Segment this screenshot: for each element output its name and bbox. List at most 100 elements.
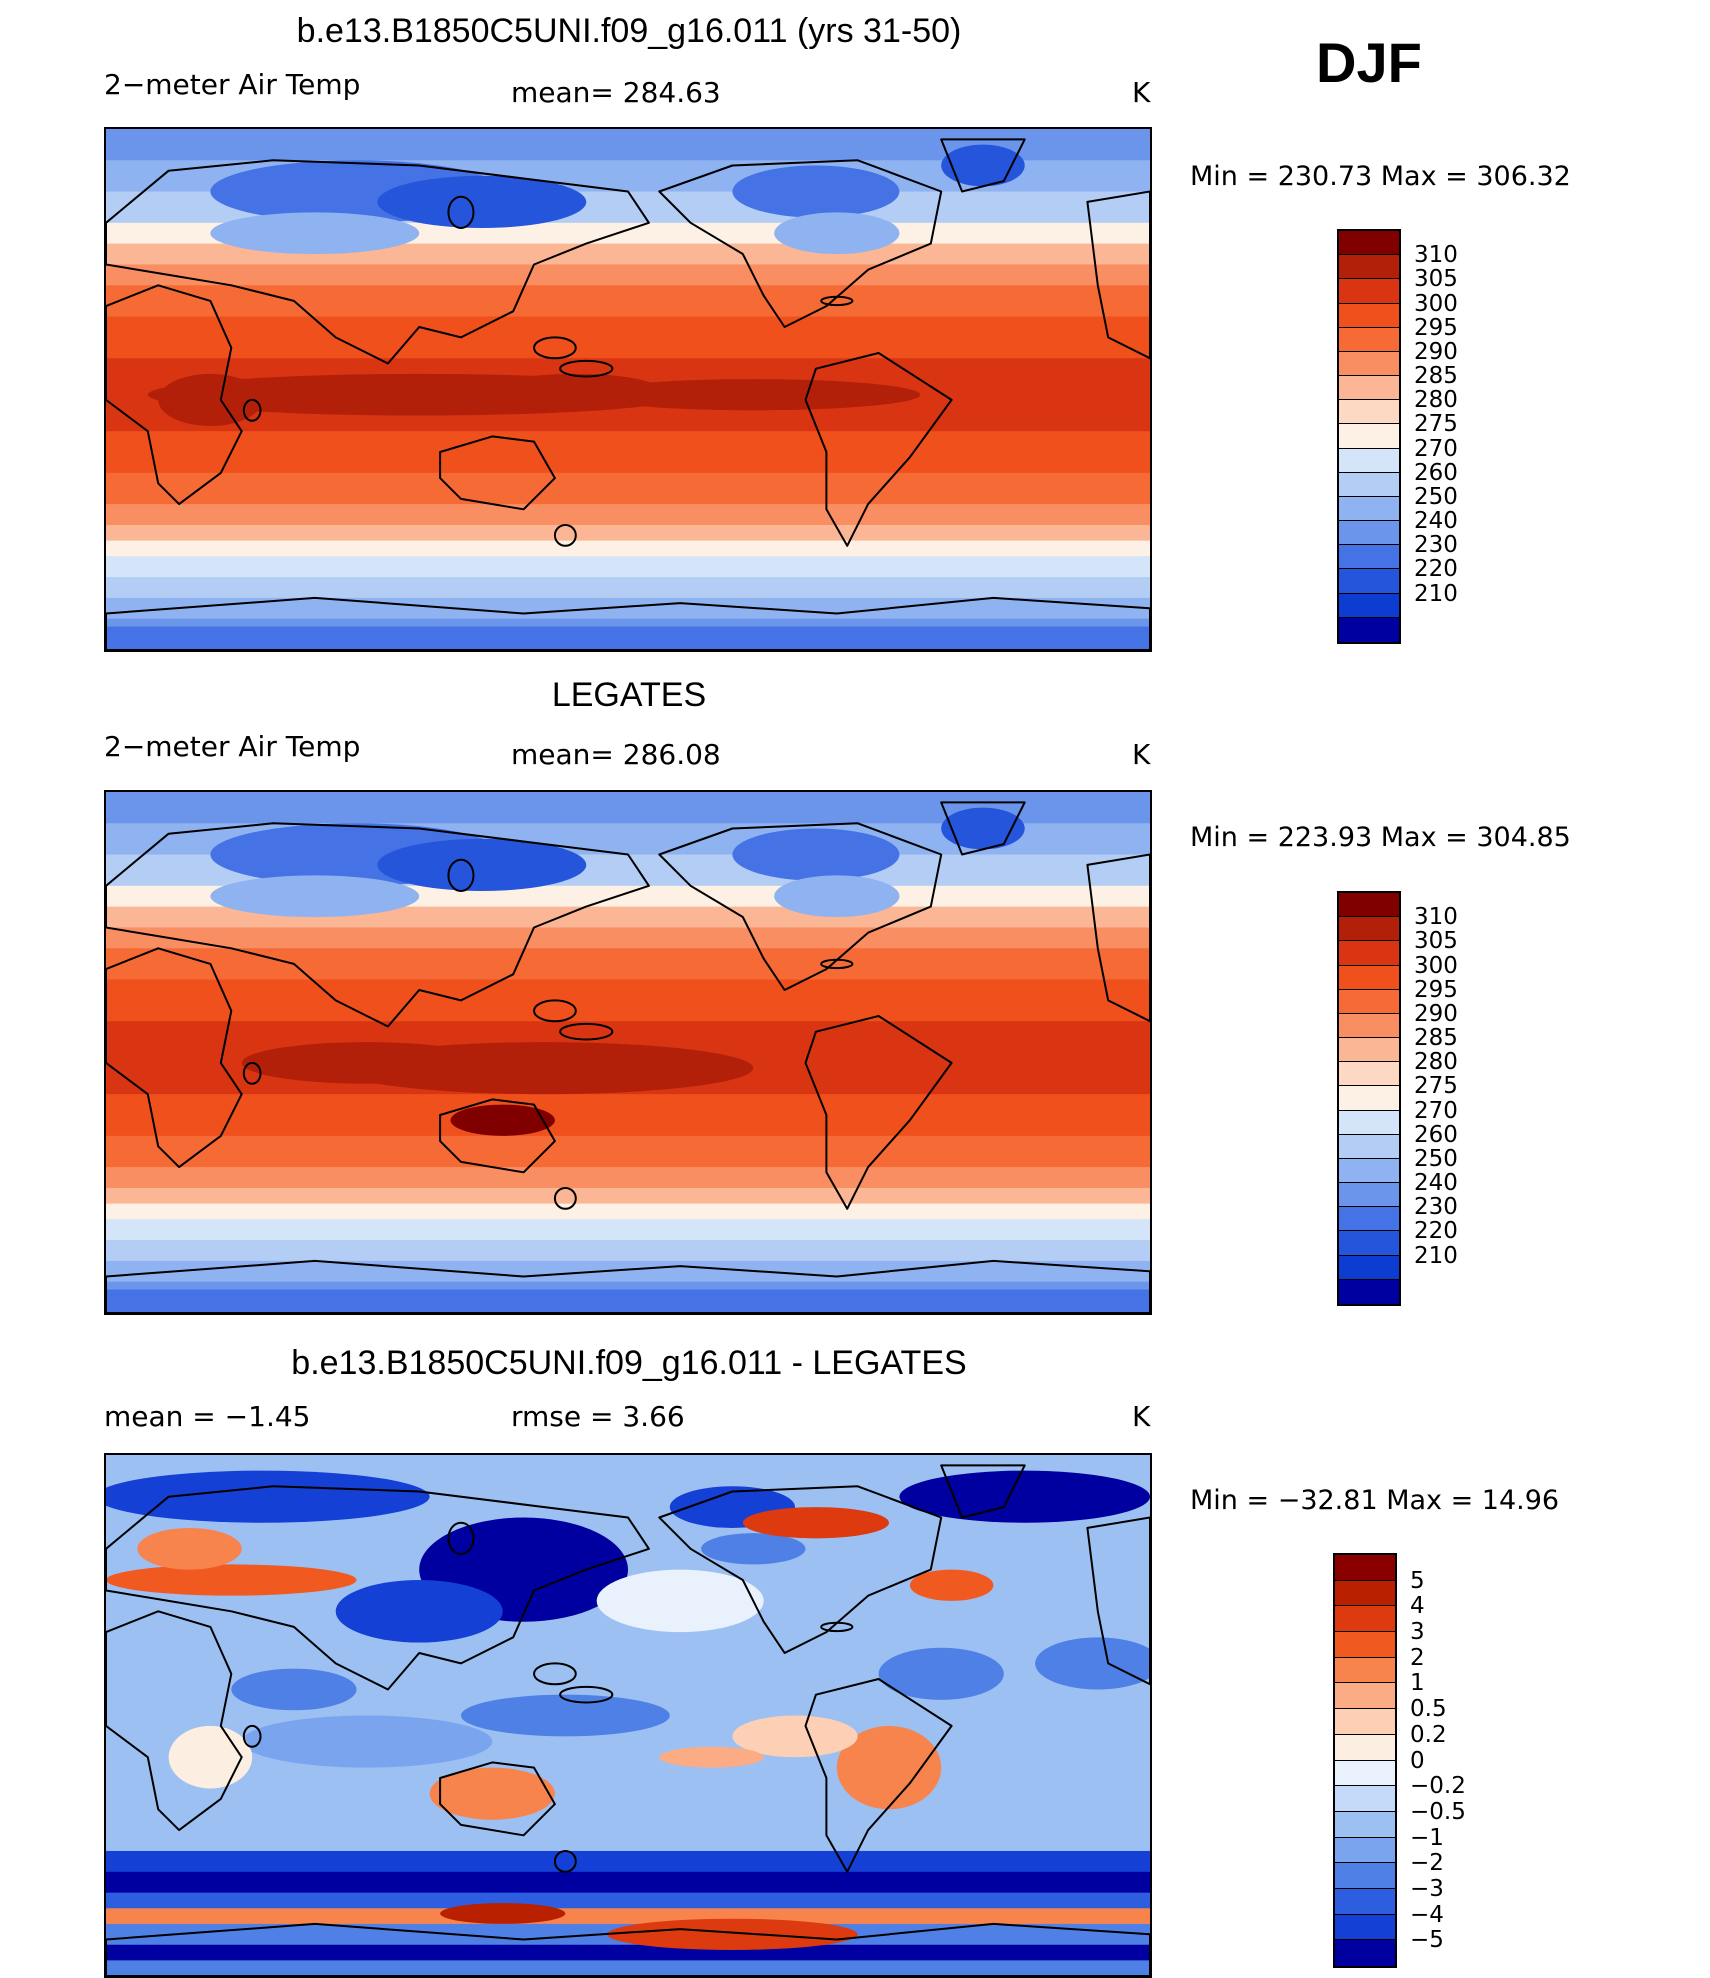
coastline	[658, 1485, 943, 1654]
contour-band	[106, 1219, 1150, 1242]
colorbar-swatch	[1339, 1110, 1399, 1135]
cold-region	[377, 838, 587, 891]
panel-3-contour-field	[106, 1455, 1150, 1976]
colorbar-swatch	[1339, 303, 1399, 328]
cold-region	[732, 828, 900, 881]
panel-2-contour-field	[106, 792, 1150, 1313]
island-coastline	[533, 336, 577, 360]
colorbar-tick-label: 250	[1414, 483, 1458, 510]
colorbar-tick-label: 3	[1410, 1619, 1425, 1646]
diff-anomaly	[596, 1569, 764, 1633]
colorbar-tick-label: 240	[1414, 1170, 1458, 1197]
coastline	[439, 435, 556, 511]
island-coastline	[820, 1621, 854, 1633]
diff-anomaly	[732, 1715, 858, 1758]
colorbar-swatch	[1339, 376, 1399, 401]
diff-zonal-band	[106, 1892, 1150, 1910]
panel-3-minmax: Min = −32.81 Max = 14.96	[1190, 1485, 1560, 1516]
diff-anomaly	[460, 1694, 670, 1737]
coastline	[658, 822, 943, 991]
colorbar-tick-label: 260	[1414, 1121, 1458, 1148]
colorbar-tick-label: 240	[1414, 508, 1458, 535]
panel-2-variable-label: 2−meter Air Temp	[104, 730, 361, 763]
panel-3-map	[104, 1453, 1152, 1978]
coastline	[106, 159, 650, 365]
colorbar-swatch	[1335, 1786, 1395, 1812]
colorbar-swatch	[1339, 617, 1399, 642]
colorbar-swatch	[1339, 1231, 1399, 1256]
island-coastline	[447, 858, 475, 892]
colorbar-tick-label: −3	[1410, 1875, 1444, 1902]
coastline	[940, 138, 1026, 193]
panel-1-contour-field	[106, 129, 1150, 650]
diff-anomaly	[106, 1470, 430, 1523]
colorbar-tick-label: −1	[1410, 1824, 1444, 1851]
island-coastline	[559, 359, 614, 378]
colorbar-tick-label: −0.2	[1410, 1773, 1466, 1800]
diff-anomaly	[836, 1725, 942, 1810]
colorbar-swatch	[1335, 1683, 1395, 1710]
island-coastline	[533, 1662, 577, 1686]
contour-band	[106, 1203, 1150, 1221]
coastline	[804, 1678, 953, 1873]
colorbar-swatch	[1339, 279, 1399, 304]
island-coastline	[553, 1186, 577, 1210]
colorbar-tick-label: 305	[1414, 928, 1458, 955]
contour-band	[106, 597, 1150, 620]
cold-region	[941, 807, 1025, 850]
island-coastline	[533, 999, 577, 1023]
island-coastline	[242, 398, 262, 422]
coastline	[106, 1259, 1150, 1313]
colorbar-swatch	[1339, 893, 1399, 918]
panel-2-unit-label: K	[1132, 738, 1151, 771]
colorbar-tick-label: 250	[1414, 1145, 1458, 1172]
contour-band	[106, 472, 1150, 506]
colorbar-tick-label: 230	[1414, 532, 1458, 559]
colorbar-tick-label: 0.5	[1410, 1696, 1447, 1723]
colorbar-tick-label: 300	[1414, 290, 1458, 317]
warm-core	[241, 1042, 493, 1084]
colorbar-swatch	[1335, 1811, 1395, 1838]
coastline	[106, 284, 243, 506]
contour-band	[106, 577, 1150, 599]
colorbar-tick-label: 310	[1414, 242, 1458, 269]
contour-band	[106, 1135, 1150, 1169]
colorbar-tick-label: −0.5	[1410, 1798, 1466, 1825]
panel-1-variable-label: 2−meter Air Temp	[104, 68, 361, 101]
colorbar-swatch	[1335, 1837, 1395, 1864]
coastline	[106, 1485, 650, 1691]
colorbar-tick-label: 290	[1414, 338, 1458, 365]
warm-core	[158, 373, 263, 426]
colorbar-swatch	[1335, 1555, 1395, 1581]
colorbar-swatch	[1335, 1709, 1395, 1735]
colorbar-tick-label: 310	[1414, 904, 1458, 931]
cold-region	[774, 212, 900, 255]
island-coastline	[242, 1724, 262, 1748]
colorbar-swatch	[1339, 1279, 1399, 1304]
panel-2-minmax: Min = 223.93 Max = 304.85	[1190, 822, 1571, 853]
colorbar-swatch	[1335, 1760, 1395, 1787]
diff-zonal-band	[106, 1944, 1150, 1962]
colorbar-swatch	[1339, 545, 1399, 570]
colorbar-swatch	[1339, 941, 1399, 966]
island-coastline	[559, 1022, 614, 1041]
coastline	[804, 352, 953, 547]
colorbar-swatch	[1339, 917, 1399, 942]
colorbar-tick-label: 4	[1410, 1593, 1425, 1620]
contour-band	[106, 264, 1150, 287]
colorbar-tick-label: 295	[1414, 976, 1458, 1003]
antarctic-band	[106, 1289, 1150, 1313]
colorbar-tick-label: 300	[1414, 952, 1458, 979]
island-coastline	[820, 295, 854, 307]
colorbar-tick-label: 285	[1414, 363, 1458, 390]
diff-anomaly	[878, 1647, 1004, 1700]
contour-band	[106, 540, 1150, 558]
cold-region	[774, 875, 900, 918]
colorbar-tick-label: 210	[1414, 580, 1458, 607]
diff-anomaly	[137, 1527, 242, 1570]
season-label: DJF	[1316, 31, 1422, 94]
colorbar-tick-label: 260	[1414, 459, 1458, 486]
cold-region	[210, 212, 420, 255]
colorbar-tick-label: 270	[1414, 435, 1458, 462]
island-coastline	[559, 1685, 614, 1704]
